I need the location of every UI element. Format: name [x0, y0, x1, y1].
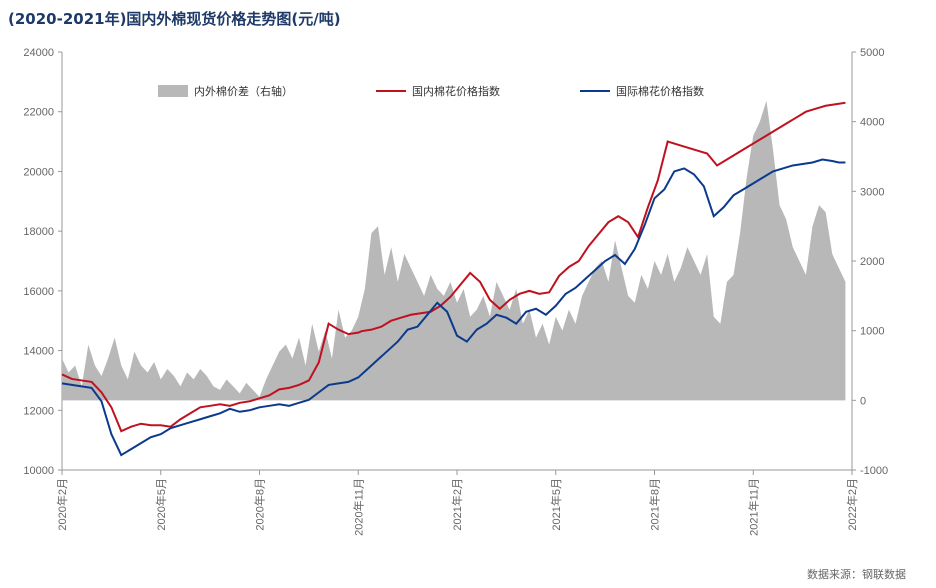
right-tick-label: 4000	[860, 117, 884, 129]
domestic-index-line	[61, 101, 846, 433]
right-tick-label: -1000	[860, 465, 888, 477]
left-tick-label: 10000	[23, 465, 54, 477]
x-tick-label: 2020年8月	[253, 478, 267, 531]
right-tick-label: 2000	[860, 256, 884, 268]
x-tick-label: 2020年5月	[154, 478, 168, 531]
right-tick-label: 1000	[860, 326, 884, 338]
chart-legend: 内外棉价差（右轴） 国内棉花价格指数 国际棉花价格指数	[158, 84, 704, 98]
right-tick-label: 3000	[860, 186, 884, 198]
legend-swatch-spread	[158, 85, 188, 97]
left-tick-label: 22000	[23, 107, 54, 119]
legend-label-international: 国际棉花价格指数	[616, 84, 704, 98]
right-tick-label: 5000	[860, 47, 884, 59]
x-tick-label: 2021年5月	[549, 478, 563, 531]
x-tick-label: 2021年2月	[450, 478, 464, 531]
x-tick-label: 2020年2月	[55, 478, 69, 531]
x-tick-label: 2020年11月	[351, 478, 365, 536]
left-tick-label: 12000	[23, 405, 54, 417]
x-tick-label: 2022年2月	[845, 478, 859, 531]
data-source: 数据来源：钢联数据	[807, 568, 906, 581]
spread-area-path	[62, 100, 846, 401]
left-tick-label: 14000	[23, 346, 54, 358]
left-tick-label: 20000	[23, 166, 54, 178]
chart-axes: 1000012000140001600018000200002200024000…	[23, 47, 888, 536]
x-tick-label: 2021年8月	[648, 478, 662, 531]
left-tick-label: 16000	[23, 286, 54, 298]
price-lines	[61, 101, 846, 457]
price-spread-area	[62, 100, 846, 401]
right-tick-label: 0	[860, 395, 866, 407]
left-tick-label: 24000	[23, 47, 54, 59]
left-tick-label: 18000	[23, 226, 54, 238]
x-tick-label: 2021年11月	[746, 478, 760, 536]
legend-label-spread: 内外棉价差（右轴）	[194, 84, 293, 98]
international-index-line	[61, 158, 846, 457]
legend-label-domestic: 国内棉花价格指数	[412, 84, 500, 98]
chart-title: (2020-2021年)国内外棉现货价格走势图(元/吨)	[8, 10, 341, 28]
